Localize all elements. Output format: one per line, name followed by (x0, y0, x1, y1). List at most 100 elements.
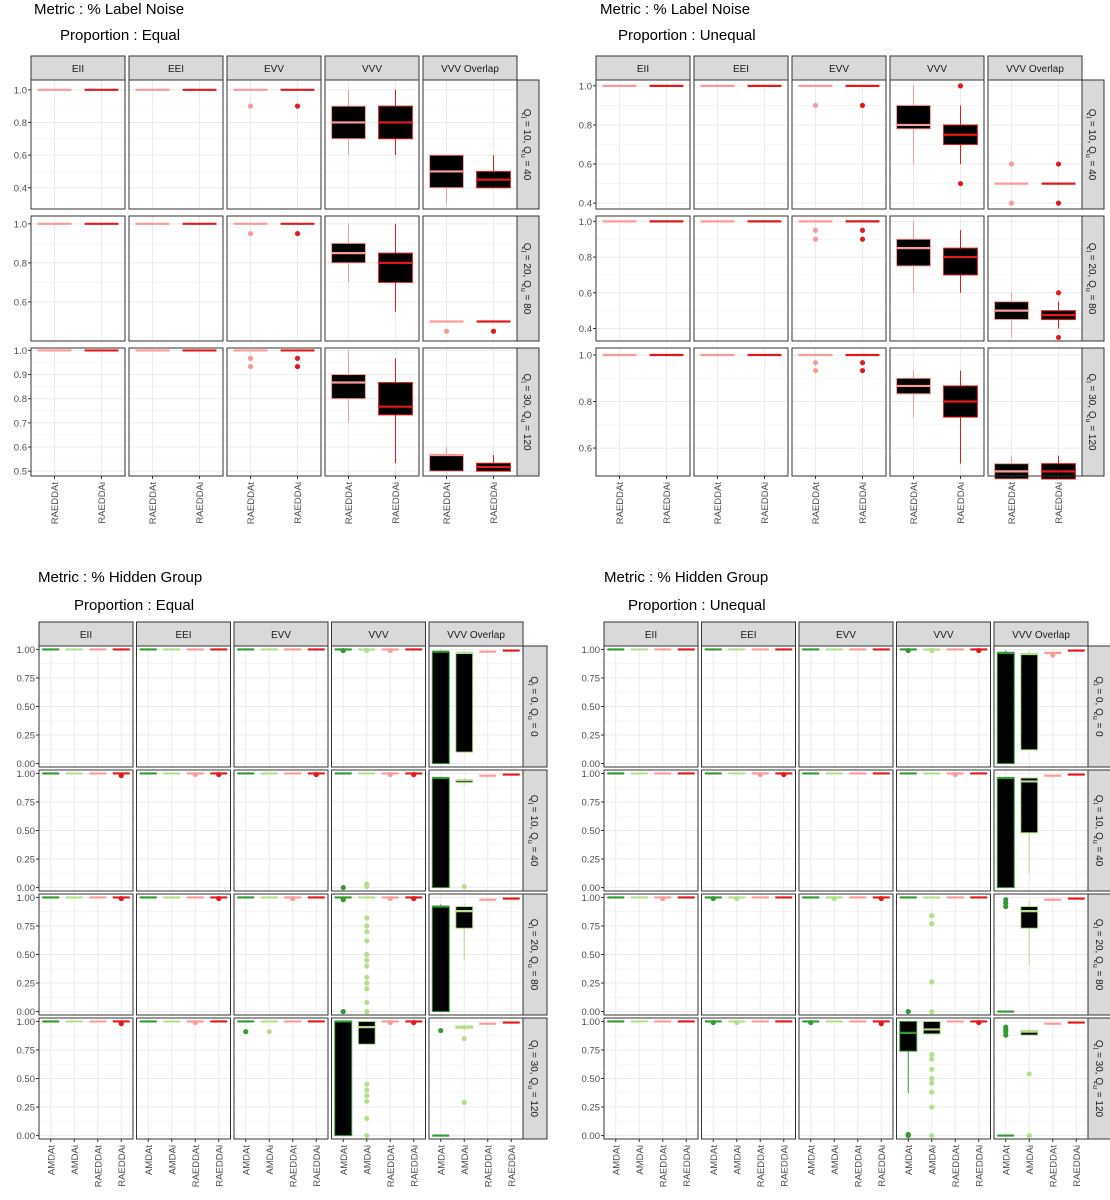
strip-label-part: u (526, 840, 533, 844)
panel-border (693, 79, 789, 210)
y-tick-label: 0.6 (14, 443, 27, 454)
box-outlier-point (831, 895, 837, 902)
box-outlier-point (957, 180, 964, 187)
x-tick-label: RAEDDAt (756, 1145, 767, 1188)
x-tick-label: AMDAi (362, 1145, 373, 1175)
box-outlier-point (294, 230, 301, 237)
box-outlier-point (812, 227, 819, 233)
facet-strip-label: EII (72, 64, 84, 75)
strip-label-part: = 20, Q (528, 928, 539, 964)
strip-label-part: u (1091, 840, 1098, 844)
panel-background (694, 216, 788, 341)
x-tick-label: AMDAt (806, 1145, 817, 1175)
box-outlier-point (781, 771, 787, 778)
facet-strip-label: VVV Overlap (1006, 64, 1064, 75)
box-iqr (431, 651, 450, 765)
panel-border (38, 769, 134, 892)
strip-label-part: = 30, Q (521, 383, 532, 419)
box-iqr (1020, 777, 1039, 834)
x-tick-label: RAEDDAt (811, 482, 822, 525)
panel-border (798, 645, 894, 768)
y-tick-label: 0.7 (14, 418, 27, 429)
x-tick-label: RAEDDAi (858, 482, 869, 524)
box-outlier-point (905, 647, 911, 654)
panel-border (889, 79, 985, 210)
y-tick-label: 0.00 (17, 759, 36, 770)
x-tick-label: RAEDDAi (391, 482, 402, 524)
panel-border (30, 79, 126, 210)
y-tick-label: 0.9 (14, 370, 27, 381)
x-tick-label: RAEDDAt (386, 1145, 397, 1188)
y-tick-label: 1.0 (14, 219, 27, 230)
facet-strip-column (595, 55, 691, 81)
panel-border (233, 769, 329, 892)
box-outlier-point (812, 360, 819, 366)
strip-label-part: l (526, 684, 533, 686)
strip-label-part: Q (1093, 919, 1104, 927)
x-tick-label: AMDAi (635, 1145, 646, 1175)
facet-strip-column (428, 621, 524, 647)
panel-border (324, 215, 420, 342)
panel-background (596, 216, 690, 341)
box-outlier-point (364, 986, 370, 992)
y-tick-label: 0.75 (17, 673, 36, 684)
box-outlier-point (808, 1019, 814, 1026)
panel-background (31, 80, 125, 209)
panel-border (233, 1017, 329, 1140)
y-tick-label: 0.50 (582, 950, 601, 961)
strip-label-part: = 120 (528, 1089, 539, 1118)
box-iqr (896, 238, 931, 267)
x-tick-label: RAEDDAt (93, 1145, 104, 1188)
panel-border (993, 645, 1089, 768)
box-outlier-point (247, 230, 254, 237)
strip-label-part: = 120 (1093, 1089, 1104, 1118)
box-outlier-point (734, 1019, 740, 1026)
strip-label-part: Q (521, 373, 532, 381)
x-tick-label: RAEDDAi (489, 482, 500, 524)
y-tick-label: 1.0 (579, 350, 592, 361)
box-outlier-point (266, 1029, 272, 1035)
facet-strip-label: EEI (740, 630, 756, 641)
box-outlier-point (364, 929, 370, 935)
box-outlier-point (247, 103, 254, 109)
facet-strip-column (993, 621, 1089, 647)
panel-border (226, 347, 322, 477)
facet-strip-row-label: Ql = 10, Qu = 40 (519, 109, 532, 181)
box-outlier-point (461, 1099, 467, 1106)
facet-strip-row-label: Ql = 30, Qu = 120 (519, 373, 532, 451)
panel-border (701, 1017, 796, 1140)
x-tick-label: AMDAt (241, 1145, 252, 1175)
strip-label-part: Q (1093, 1040, 1104, 1048)
box-iqr (378, 252, 413, 283)
panel-background (792, 216, 886, 341)
y-tick-label: 0.6 (579, 288, 592, 299)
y-tick-label: 0.00 (17, 1131, 36, 1142)
panel-border (993, 893, 1089, 1016)
box-outlier-point (929, 647, 935, 654)
facet-strip-column (987, 55, 1083, 81)
box-iqr (455, 906, 474, 929)
facet-strip-column (701, 621, 796, 647)
x-tick-label: RAEDDAi (956, 482, 967, 524)
x-tick-label: AMDAi (927, 1145, 938, 1175)
y-tick-label: 0.6 (14, 151, 27, 162)
panel-border (603, 893, 699, 1016)
box-outlier-point (710, 1019, 716, 1026)
y-tick-label: 1.00 (17, 1017, 36, 1028)
strip-label-part: = 80 (1086, 292, 1097, 315)
x-tick-label: RAEDDAt (615, 482, 626, 525)
box-outlier-point (364, 1098, 370, 1104)
facet-strip-row-label: Ql = 30, Qu = 120 (526, 1040, 539, 1118)
panel-background (988, 348, 1082, 476)
box-outlier-point (247, 363, 254, 370)
panel-border (136, 1017, 231, 1140)
y-tick-label: 0.00 (17, 883, 36, 894)
x-tick-label: RAEDDAi (97, 482, 108, 524)
y-tick-label: 0.50 (582, 702, 601, 713)
panel-border (896, 893, 991, 1016)
strip-label-part: l (1091, 1048, 1098, 1050)
proportion-subtitle: Proportion : Equal (60, 27, 180, 44)
box-outlier-point (905, 1132, 911, 1139)
x-tick-label: RAEDDAi (214, 1145, 225, 1187)
y-tick-label: 0.75 (17, 797, 36, 808)
